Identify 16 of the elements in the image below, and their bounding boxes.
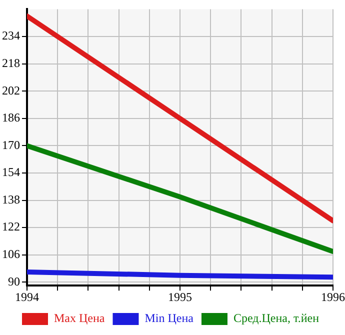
- x-tick-label: 1994: [15, 290, 39, 304]
- y-tick-label: 154: [2, 165, 20, 180]
- y-tick-label: 186: [2, 110, 20, 125]
- legend-label: Min Цена: [144, 311, 194, 326]
- x-tick-label: 1995: [168, 290, 192, 304]
- y-tick-label: 106: [2, 247, 20, 262]
- legend-label: Сред.Цена, т.йен: [233, 311, 320, 326]
- y-tick-label: 202: [2, 83, 20, 98]
- y-tick-label: 138: [2, 192, 20, 206]
- y-tick-label: 90: [8, 274, 20, 288]
- x-tick-label: 1996: [321, 290, 345, 304]
- y-tick-label: 234: [2, 28, 20, 43]
- y-tick-label: 218: [2, 56, 20, 70]
- legend-label: Max Цена: [54, 311, 106, 326]
- y-tick-label: 170: [2, 138, 20, 152]
- y-tick-label: 122: [2, 220, 20, 234]
